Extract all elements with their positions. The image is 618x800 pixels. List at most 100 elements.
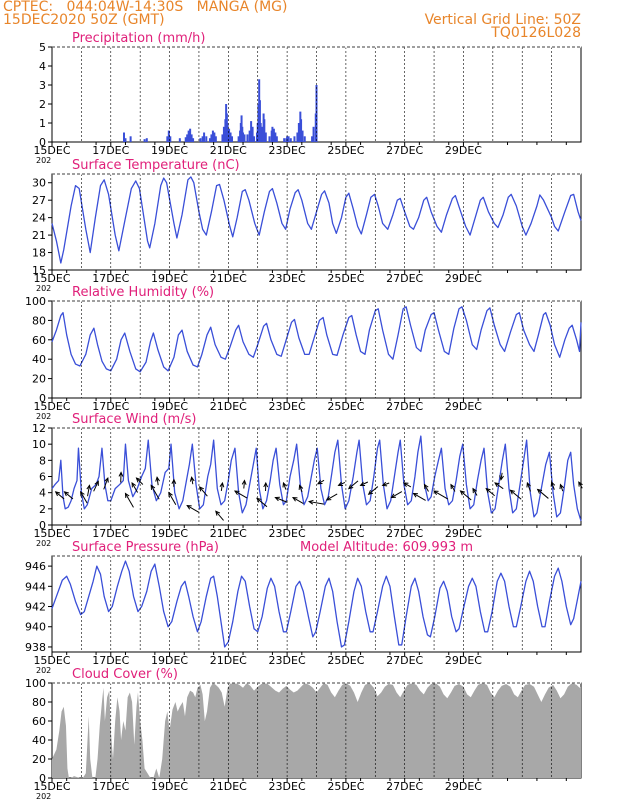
wind-year-fragment: 202 xyxy=(36,539,51,548)
press-ytick-label: 940 xyxy=(25,621,46,634)
cloud-xtick-label: 15DEC xyxy=(33,780,70,793)
wind-vector xyxy=(124,492,134,508)
precip-title: Precipitation (mm/h) xyxy=(72,31,205,46)
wind-ytick-label: 10 xyxy=(32,438,46,451)
wind-vector xyxy=(494,482,504,490)
wind-vector-head xyxy=(347,484,354,490)
wind-vector xyxy=(433,490,449,500)
wind-vector-head xyxy=(198,486,204,492)
wind-vector-shaft xyxy=(292,497,304,504)
precip-bar xyxy=(271,126,274,142)
precip-bar xyxy=(166,136,169,142)
wind-vector-head xyxy=(63,491,69,497)
precip-bar xyxy=(312,126,315,142)
precip-bar xyxy=(275,136,278,142)
temp-ytick-label: 18 xyxy=(32,247,46,260)
press-ytick-label: 944 xyxy=(25,580,46,593)
precip-xtick-label: 15DEC xyxy=(33,144,70,157)
wind-vector-head xyxy=(367,489,374,496)
wind-vector xyxy=(233,490,248,499)
wind-vector xyxy=(485,487,495,497)
wind-vector xyxy=(316,479,325,485)
press-xtick-label: 29DEC xyxy=(445,654,482,667)
precip-bar xyxy=(274,132,277,142)
wind-vector-head xyxy=(402,482,409,487)
wind-vector xyxy=(131,481,139,493)
press-xtick-label: 25DEC xyxy=(327,654,364,667)
wind-vector-shaft xyxy=(55,491,65,500)
press-ytick-label: 946 xyxy=(25,560,46,573)
precip-bar xyxy=(303,136,306,142)
wind-vector-shaft xyxy=(510,489,522,500)
temp-xtick-label: 27DEC xyxy=(386,272,423,285)
rh-xtick-label: 17DEC xyxy=(92,400,129,413)
wind-vector-shaft xyxy=(413,493,426,501)
wind-xtick-label: 19DEC xyxy=(151,527,188,540)
cloud-area xyxy=(52,683,581,778)
precip-bar xyxy=(263,119,266,142)
wind-vector-head xyxy=(131,481,137,488)
wind-xtick-label: 17DEC xyxy=(92,527,129,540)
wind-vector-shaft xyxy=(256,497,268,508)
wind-vector-shaft xyxy=(186,505,200,514)
wind-vector-shaft xyxy=(150,485,160,500)
press-ytick-label: 938 xyxy=(25,641,46,654)
precip-bar xyxy=(287,136,290,142)
wind-vector-head xyxy=(316,479,323,485)
cloud-year-fragment: 202 xyxy=(36,792,51,800)
wind-xtick-label: 27DEC xyxy=(386,527,423,540)
wind-vector-shaft xyxy=(168,492,177,506)
wind-ytick-label: 12 xyxy=(32,422,46,435)
precip-year-fragment: 202 xyxy=(36,156,51,165)
press-panel: 938 940 942 944 946 15DEC 17DEC 19DEC 21DEC 23DEC… xyxy=(25,540,582,675)
wind-vector-head xyxy=(423,483,429,490)
rh-year-fragment: 202 xyxy=(36,412,51,421)
precip-bar xyxy=(243,134,246,142)
precip-bar xyxy=(300,119,303,142)
precip-bar xyxy=(248,130,251,142)
wind-vector-head xyxy=(186,505,192,510)
wind-vector xyxy=(215,510,224,521)
press-title: Surface Pressure (hPa) xyxy=(72,540,219,555)
rh-ytick-label: 80 xyxy=(32,314,46,327)
wind-vector-shaft xyxy=(282,482,287,490)
rh-line xyxy=(51,306,582,373)
precip-bar xyxy=(226,123,229,142)
cloud-ytick-label: 0 xyxy=(39,772,46,785)
wind-vector xyxy=(103,477,109,490)
wind-vector xyxy=(63,491,74,500)
cloud-title: Cloud Cover (%) xyxy=(72,667,178,682)
wind-vector xyxy=(526,481,531,492)
precip-bar xyxy=(253,136,256,142)
precip-ytick-label: 0 xyxy=(39,136,46,149)
wind-vector-shaft xyxy=(191,477,194,485)
temp-xtick-label: 29DEC xyxy=(445,272,482,285)
wind-vector xyxy=(367,486,379,496)
wind-vector-head xyxy=(472,487,478,494)
wind-vector-head xyxy=(118,471,124,477)
wind-vector-head xyxy=(54,491,61,497)
wind-vector-shaft xyxy=(64,491,74,500)
precip-bar xyxy=(259,123,262,142)
precip-bar xyxy=(222,126,225,142)
press-ytick-label: 942 xyxy=(25,601,46,614)
wind-vector-shaft xyxy=(433,490,449,500)
precip-bar xyxy=(246,134,249,142)
wind-vector xyxy=(308,499,325,505)
wind-xtick-label: 25DEC xyxy=(327,527,364,540)
wind-vector xyxy=(559,483,564,492)
wind-vector xyxy=(578,481,583,489)
cloud-ytick-label: 80 xyxy=(32,696,46,709)
precip-bar xyxy=(251,126,254,142)
precip-bar xyxy=(237,136,240,142)
precip-bar xyxy=(214,136,217,142)
wind-vector xyxy=(263,481,269,491)
precip-bar xyxy=(231,136,234,142)
run-line: 15DEC2020 50Z (GMT) xyxy=(3,12,165,28)
wind-vector-head xyxy=(241,479,247,485)
precip-bar xyxy=(272,128,275,142)
wind-vector xyxy=(189,476,195,485)
precip-xtick-label: 27DEC xyxy=(386,144,423,157)
wind-vector-shaft xyxy=(131,482,139,493)
